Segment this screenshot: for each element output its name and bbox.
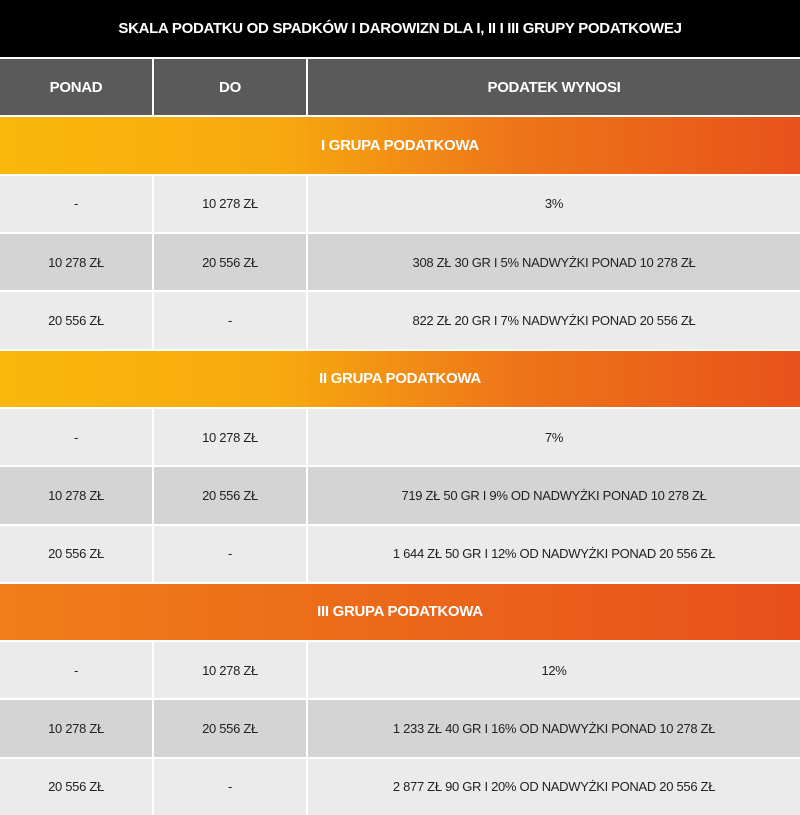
header-row: PONAD DO PODATEK WYNOSI — [0, 57, 800, 116]
table-row: -10 278 ZŁ 12% — [0, 640, 800, 699]
cell-ponad: - — [0, 642, 154, 699]
cell-podatek: 2 877 ZŁ 90 GR I 20% OD NADWYŻKI PONAD 2… — [392, 779, 716, 795]
tax-table: PONAD DO PODATEK WYNOSI I GRUPA PODATKOW… — [0, 57, 800, 815]
cell-do: 10 278 ZŁ — [154, 175, 308, 232]
header-do: DO — [154, 59, 308, 116]
table-row: 10 278 ZŁ 20 556 ZŁ 719 ZŁ 50 GR I 9% OD N… — [0, 465, 800, 524]
cell-do: 20 556 ZŁ — [154, 700, 308, 757]
header-ponad: PONAD — [0, 59, 154, 116]
header-podatek: PODATEK WYNOSI — [487, 78, 621, 96]
table-title: SKALA PODATKU OD SPADKÓW I DAROWIZN DLA … — [0, 0, 800, 57]
cell-ponad: - — [0, 175, 154, 232]
cell-do: 10 278 ZŁ — [154, 642, 308, 699]
cell-do: - — [154, 292, 308, 349]
cell-ponad: 20 556 ZŁ — [0, 758, 154, 815]
table-row: 20 556 ZŁ - 2 877 ZŁ 90 GR I 20% OD NADWYŻ… — [0, 756, 800, 815]
group-row: I GRUPA PODATKOWA — [0, 115, 800, 174]
cell-podatek: 1 644 ZŁ 50 GR I 12% OD NADWYŻKI PONAD 2… — [392, 546, 716, 562]
table-row: 10 278 ZŁ 20 556 ZŁ 1 233 ZŁ 40 GR I 16% O… — [0, 698, 800, 757]
cell-ponad: 20 556 ZŁ — [0, 292, 154, 349]
cell-podatek: 7% — [544, 429, 564, 445]
cell-ponad: 20 556 ZŁ — [0, 525, 154, 582]
cell-podatek: 12% — [541, 662, 567, 678]
cell-podatek: 3% — [544, 196, 564, 212]
group-row: II GRUPA PODATKOWA — [0, 348, 800, 407]
group-label: III GRUPA PODATKOWA — [317, 603, 483, 621]
group-label: I GRUPA PODATKOWA — [321, 136, 479, 154]
cell-podatek: 822 ZŁ 20 GR I 7% NADWYŻKI PONAD 20 556 … — [412, 312, 696, 328]
cell-podatek: 1 233 ZŁ 40 GR I 16% OD NADWYŻKI PONAD 1… — [392, 721, 716, 737]
cell-ponad: 10 278 ZŁ — [0, 467, 154, 524]
cell-do: - — [154, 525, 308, 582]
table-row: -10 278 ZŁ 7% — [0, 406, 800, 466]
cell-do: 20 556 ZŁ — [154, 467, 308, 524]
cell-ponad: 10 278 ZŁ — [0, 233, 154, 291]
table-row: 10 278 ZŁ 20 556 ZŁ 308 ZŁ 30 GR I 5% NADW… — [0, 231, 800, 291]
group-row: III GRUPA PODATKOWA — [0, 581, 800, 641]
cell-do: - — [154, 758, 308, 815]
cell-podatek: 719 ZŁ 50 GR I 9% OD NADWYŻKI PONAD 10 2… — [401, 487, 707, 503]
cell-podatek: 308 ZŁ 30 GR I 5% NADWYŻKI PONAD 10 278 … — [412, 254, 696, 270]
table-row: 20 556 ZŁ - 1 644 ZŁ 50 GR I 12% OD NADWYŻ… — [0, 523, 800, 582]
table-row: 20 556 ZŁ - 822 ZŁ 20 GR I 7% NADWYŻKI PON… — [0, 290, 800, 349]
cell-ponad: 10 278 ZŁ — [0, 700, 154, 757]
table-row: -10 278 ZŁ 3% — [0, 173, 800, 232]
group-label: II GRUPA PODATKOWA — [319, 370, 481, 388]
cell-ponad: - — [0, 408, 154, 466]
cell-do: 20 556 ZŁ — [154, 233, 308, 291]
cell-do: 10 278 ZŁ — [154, 408, 308, 466]
